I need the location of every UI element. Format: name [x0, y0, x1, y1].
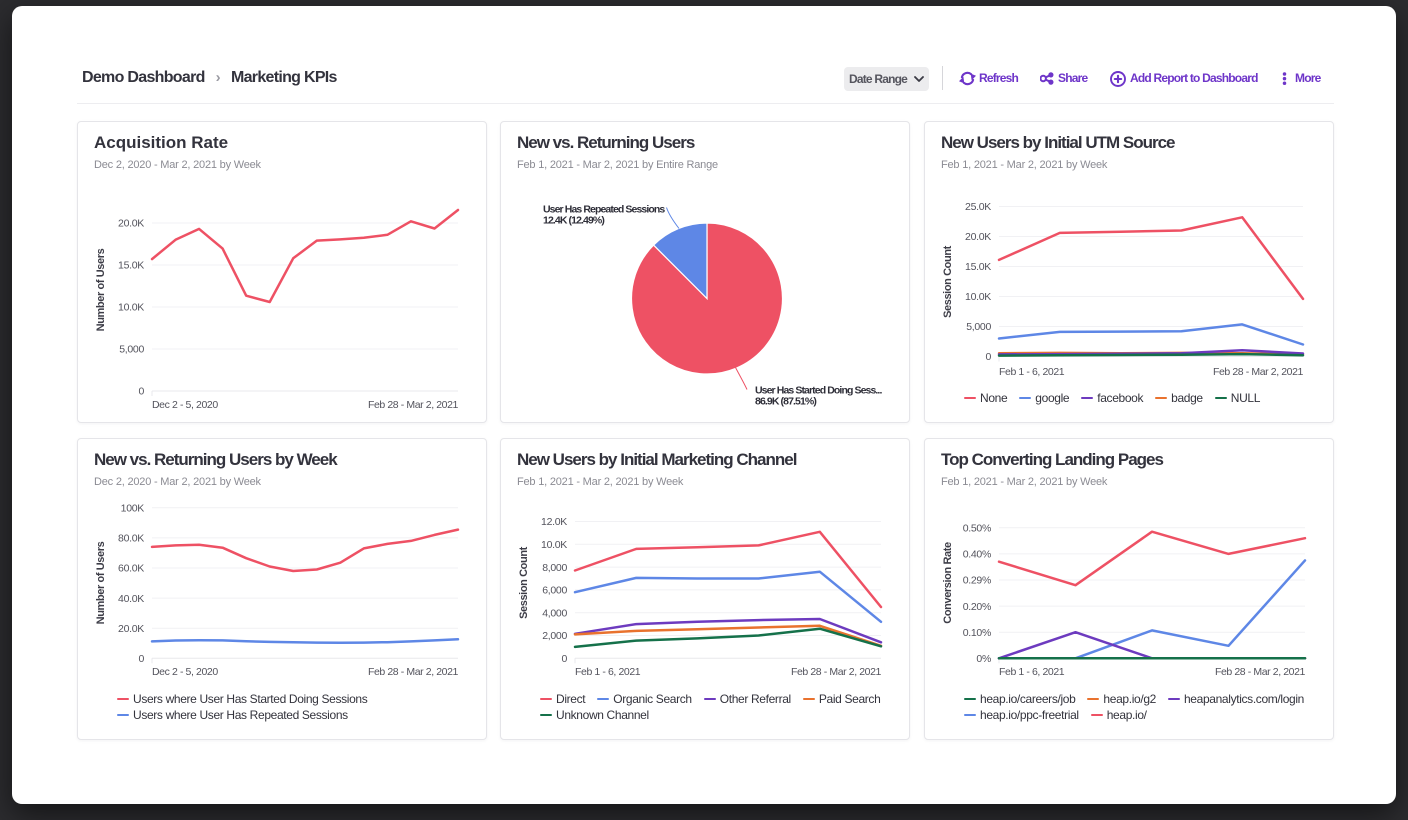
svg-text:10.0K: 10.0K [118, 302, 144, 314]
svg-text:4,000: 4,000 [542, 607, 567, 619]
svg-text:Feb 28 - Mar 2, 2021: Feb 28 - Mar 2, 2021 [791, 666, 882, 678]
svg-text:Feb 28 - Mar 2, 2021: Feb 28 - Mar 2, 2021 [368, 399, 459, 411]
svg-text:Feb 28 - Mar 2, 2021: Feb 28 - Mar 2, 2021 [1215, 666, 1306, 678]
svg-text:20.0K: 20.0K [118, 623, 144, 635]
svg-text:0: 0 [561, 653, 567, 665]
svg-text:Feb 1 - 6, 2021: Feb 1 - 6, 2021 [575, 666, 641, 678]
svg-text:10.0K: 10.0K [965, 291, 991, 303]
svg-text:Feb 28 - Mar 2, 2021: Feb 28 - Mar 2, 2021 [368, 666, 459, 678]
svg-text:Number of Users: Number of Users [95, 541, 107, 624]
svg-text:Dec 2 - 5, 2020: Dec 2 - 5, 2020 [152, 666, 218, 678]
svg-text:8,000: 8,000 [542, 562, 567, 574]
svg-text:0: 0 [138, 386, 144, 398]
svg-text:2,000: 2,000 [542, 630, 567, 642]
svg-text:User Has Started Doing Sess...: User Has Started Doing Sess... [755, 385, 882, 397]
svg-text:Number of Users: Number of Users [95, 248, 107, 331]
svg-text:10.0K: 10.0K [541, 539, 567, 551]
svg-text:0.20%: 0.20% [963, 601, 991, 613]
svg-text:15.0K: 15.0K [965, 261, 991, 273]
svg-text:20.0K: 20.0K [965, 231, 991, 243]
svg-text:0.29%: 0.29% [963, 575, 991, 587]
svg-text:40.0K: 40.0K [118, 593, 144, 605]
svg-text:Dec 2 - 5, 2020: Dec 2 - 5, 2020 [152, 399, 218, 411]
svg-text:Feb 28 - Mar 2, 2021: Feb 28 - Mar 2, 2021 [1213, 366, 1304, 378]
svg-text:60.0K: 60.0K [118, 563, 144, 575]
svg-text:5,000: 5,000 [119, 344, 144, 356]
svg-text:25.0K: 25.0K [965, 201, 991, 213]
svg-text:Feb 1 - 6, 2021: Feb 1 - 6, 2021 [999, 666, 1065, 678]
svg-text:5,000: 5,000 [966, 321, 991, 333]
svg-text:12.4K (12.49%): 12.4K (12.49%) [543, 215, 604, 227]
svg-text:0%: 0% [976, 653, 991, 665]
svg-text:15.0K: 15.0K [118, 260, 144, 272]
svg-text:20.0K: 20.0K [118, 218, 144, 230]
svg-text:User Has Repeated Sessions: User Has Repeated Sessions [543, 204, 665, 216]
svg-text:12.0K: 12.0K [541, 516, 567, 528]
svg-text:6,000: 6,000 [542, 585, 567, 597]
svg-text:Session Count: Session Count [942, 245, 954, 318]
svg-text:0: 0 [985, 351, 991, 363]
svg-text:0.40%: 0.40% [963, 549, 991, 561]
svg-text:Feb 1 - 6, 2021: Feb 1 - 6, 2021 [999, 366, 1065, 378]
svg-text:100K: 100K [121, 503, 145, 515]
svg-text:0: 0 [138, 653, 144, 665]
svg-text:Session Count: Session Count [518, 546, 530, 619]
svg-text:Conversion Rate: Conversion Rate [942, 542, 954, 624]
svg-text:80.0K: 80.0K [118, 533, 144, 545]
svg-text:86.9K (87.51%): 86.9K (87.51%) [755, 396, 816, 408]
svg-text:0.10%: 0.10% [963, 627, 991, 639]
svg-text:0.50%: 0.50% [963, 523, 991, 535]
